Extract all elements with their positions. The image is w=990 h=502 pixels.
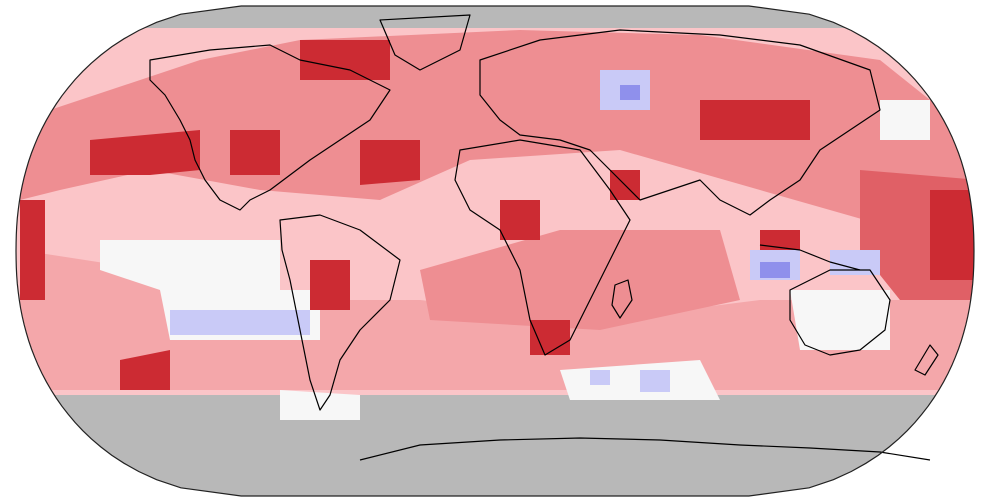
record-warm-north-atlantic [360,140,420,185]
record-warm-east-pacific-edge [930,190,974,280]
record-warm-south-america [310,260,350,310]
near-average-east-pacific [100,240,280,300]
antarctica-outline [359,437,931,461]
map-border [15,5,975,497]
indonesia-outline [759,244,861,271]
record-warm-north-america [230,130,280,175]
australia-outline [789,269,891,356]
eurasia-outline [479,29,881,216]
near-average-drake-passage [280,390,360,420]
record-warm-north-pacific [90,130,200,175]
north-america-outline [149,44,391,211]
cooler-maritime-core [760,262,790,278]
record-warm-south-pacific [120,350,170,390]
coastlines [149,14,939,461]
near-average-australia [790,290,890,350]
record-warm-west-africa [500,200,540,240]
new-zealand-outline [914,344,939,376]
cooler-southern-ocean-a [590,370,610,385]
africa-outline [454,139,631,356]
greenland-outline [379,14,471,71]
south-america-outline [279,214,401,411]
cooler-maritime-east [830,250,880,275]
record-warm-central-asia [700,100,810,140]
no-data-antarctica [16,395,974,496]
record-warm-arctic-canada [300,40,390,80]
indian-ocean-warm [420,230,740,330]
northern-hemisphere-warm [20,30,974,230]
record-warm-southern-africa [530,320,570,355]
record-warm-west-pacific-edge [20,200,45,300]
cooler-siberia-core [620,85,640,100]
near-average-north-pacific [880,100,930,140]
no-data-north [16,6,974,28]
cooler-southeast-pacific [170,310,310,335]
madagascar-outline [611,279,633,319]
cooler-southern-ocean-b [640,370,670,392]
